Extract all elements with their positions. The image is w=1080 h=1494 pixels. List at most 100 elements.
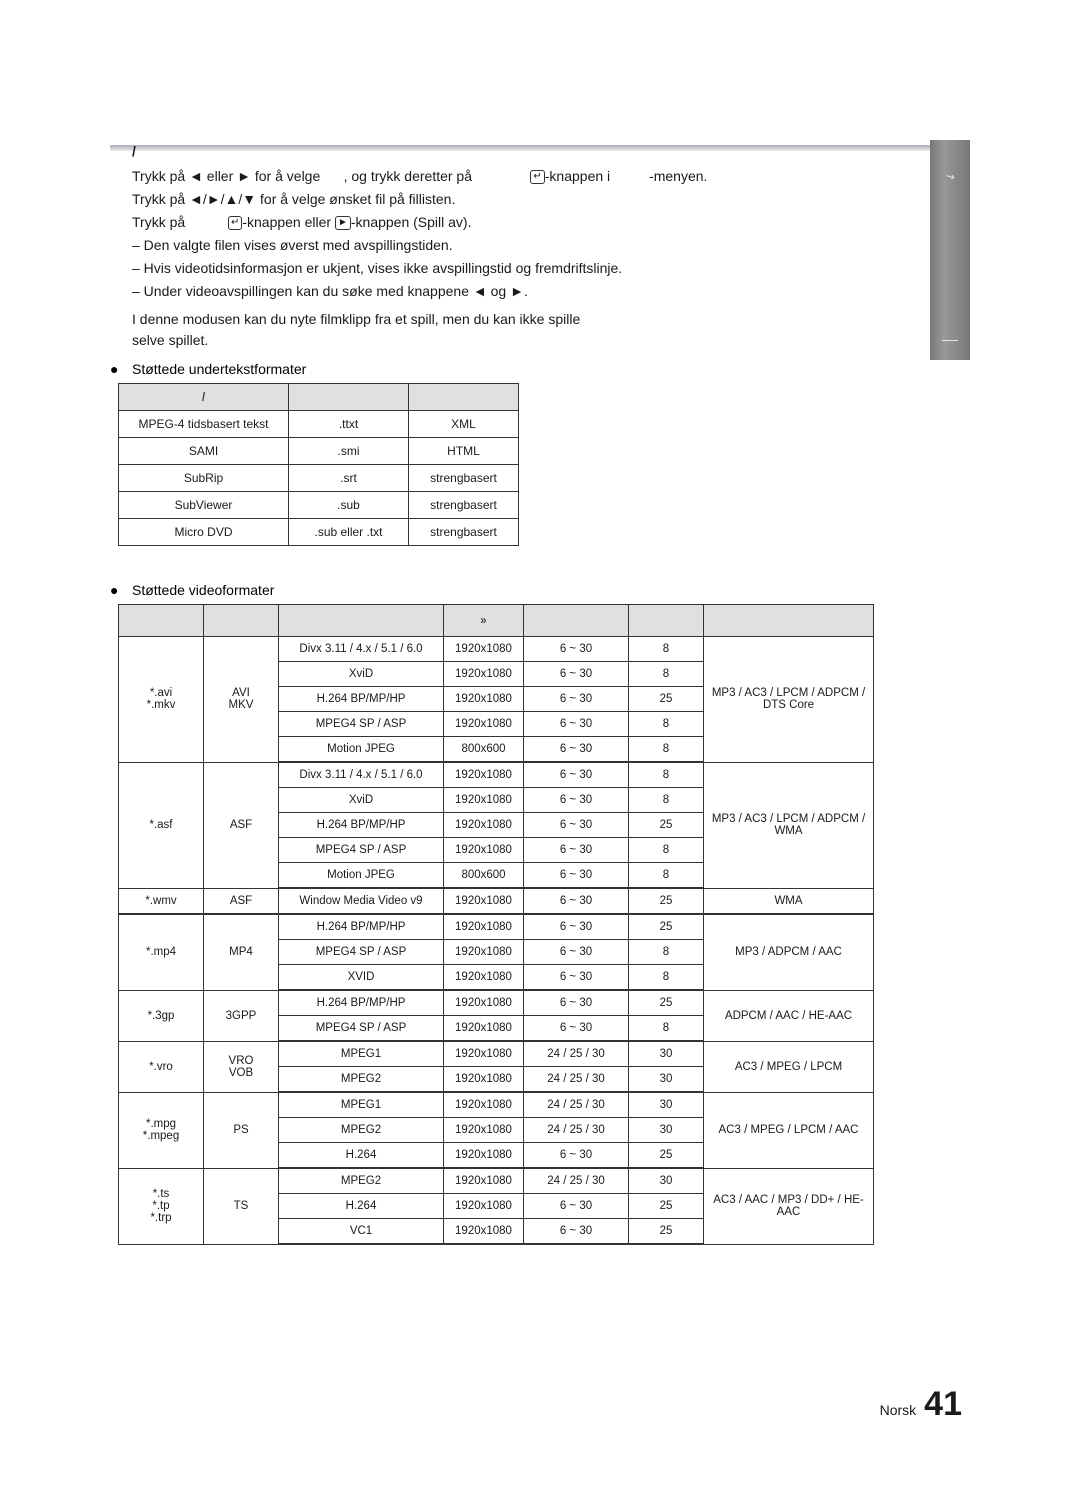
table-cell: 24 / 25 / 30 — [524, 1168, 629, 1194]
table-cell: XVID — [279, 965, 444, 991]
table-cell-container: ASF — [204, 762, 279, 888]
table-cell-audio: AC3 / MPEG / LPCM — [704, 1041, 874, 1092]
table-header-row: / — [119, 384, 519, 411]
video-formats-table: » *.avi*.mkvAVIMKVDivx 3.11 / 4.x / 5.1 … — [118, 604, 874, 1245]
table-cell: strengbasert — [409, 492, 519, 519]
table-cell: MPEG1 — [279, 1092, 444, 1118]
table-cell: H.264 BP/MP/HP — [279, 687, 444, 712]
table-cell: 800x600 — [444, 737, 524, 763]
table-cell: 1920x1080 — [444, 1016, 524, 1042]
table-cell: 1920x1080 — [444, 662, 524, 687]
table-cell: H.264 BP/MP/HP — [279, 813, 444, 838]
table-cell: 6 ~ 30 — [524, 965, 629, 991]
table-cell: 6 ~ 30 — [524, 1143, 629, 1169]
table-cell: 25 — [629, 1143, 704, 1169]
table-cell: 6 ~ 30 — [524, 762, 629, 788]
table-cell: 8 — [629, 637, 704, 662]
table-cell: 6 ~ 30 — [524, 838, 629, 863]
video-formats-bullet: ● Støttede videoformater — [110, 582, 970, 598]
table-cell: 6 ~ 30 — [524, 687, 629, 712]
table-cell: 1920x1080 — [444, 990, 524, 1016]
table-cell: 1920x1080 — [444, 1194, 524, 1219]
table-cell-container: AVIMKV — [204, 637, 279, 763]
table-cell: MPEG2 — [279, 1067, 444, 1093]
table-cell: 6 ~ 30 — [524, 1219, 629, 1245]
table-cell: Window Media Video v9 — [279, 888, 444, 914]
table-cell: 1920x1080 — [444, 637, 524, 662]
table-cell: 25 — [629, 1194, 704, 1219]
subt-h3 — [409, 384, 519, 411]
table-row: SAMI.smiHTML — [119, 438, 519, 465]
table-cell-audio: WMA — [704, 888, 874, 914]
table-cell-audio: AC3 / AAC / MP3 / DD+ / HE-AAC — [704, 1168, 874, 1244]
table-cell: 25 — [629, 1219, 704, 1245]
table-cell: MPEG4 SP / ASP — [279, 940, 444, 965]
table-cell: H.264 BP/MP/HP — [279, 990, 444, 1016]
table-cell-container: 3GPP — [204, 990, 279, 1041]
table-cell: Divx 3.11 / 4.x / 5.1 / 6.0 — [279, 762, 444, 788]
table-cell: 25 — [629, 813, 704, 838]
table-cell: 1920x1080 — [444, 965, 524, 991]
table-cell: SAMI — [119, 438, 289, 465]
table-cell-container: TS — [204, 1168, 279, 1244]
table-cell: 1920x1080 — [444, 1168, 524, 1194]
table-cell: 6 ~ 30 — [524, 737, 629, 763]
table-cell-ext: *.ts*.tp*.trp — [119, 1168, 204, 1244]
table-cell: 8 — [629, 863, 704, 889]
table-cell: 8 — [629, 788, 704, 813]
table-cell-audio: MP3 / ADPCM / AAC — [704, 914, 874, 990]
vid-h5 — [629, 605, 704, 637]
enter-icon: ↵ — [530, 170, 544, 184]
table-cell-container: VROVOB — [204, 1041, 279, 1092]
table-cell-audio: AC3 / MPEG / LPCM / AAC — [704, 1092, 874, 1168]
table-cell: 1920x1080 — [444, 838, 524, 863]
table-cell: 24 / 25 / 30 — [524, 1092, 629, 1118]
body-text: / Trykk på ◄ eller ► for å velge , og tr… — [132, 140, 852, 351]
table-cell: 1920x1080 — [444, 1092, 524, 1118]
dash-line-1: – Den valgte filen vises øverst med avsp… — [132, 234, 852, 257]
table-cell: strengbasert — [409, 519, 519, 546]
table-cell: 1920x1080 — [444, 1041, 524, 1067]
table-cell-ext: *.mpg*.mpeg — [119, 1092, 204, 1168]
table-cell: 8 — [629, 662, 704, 687]
table-cell: 30 — [629, 1041, 704, 1067]
table-cell: .sub — [289, 492, 409, 519]
table-row: *.asfASFDivx 3.11 / 4.x / 5.1 / 6.01920x… — [119, 762, 874, 788]
subt-h2 — [289, 384, 409, 411]
play-icon: ► — [335, 216, 351, 230]
table-cell: 25 — [629, 888, 704, 914]
table-cell: 1920x1080 — [444, 762, 524, 788]
bullet-icon: ● — [110, 582, 132, 598]
table-cell-ext: *.wmv — [119, 888, 204, 914]
table-cell: 8 — [629, 1016, 704, 1042]
table-cell-audio: MP3 / AC3 / LPCM / ADPCM / WMA — [704, 762, 874, 888]
table-cell: 1920x1080 — [444, 1118, 524, 1143]
table-cell-ext: *.3gp — [119, 990, 204, 1041]
table-cell: 24 / 25 / 30 — [524, 1118, 629, 1143]
vid-h3: » — [444, 605, 524, 637]
table-cell: 6 ~ 30 — [524, 888, 629, 914]
page-number: 41 — [924, 1385, 962, 1424]
table-cell: XviD — [279, 662, 444, 687]
table-row: *.3gp3GPPH.264 BP/MP/HP1920x10806 ~ 3025… — [119, 990, 874, 1016]
table-row: *.vroVROVOBMPEG11920x108024 / 25 / 3030A… — [119, 1041, 874, 1067]
table-cell-container: PS — [204, 1092, 279, 1168]
table-cell: 8 — [629, 838, 704, 863]
table-cell: 6 ~ 30 — [524, 1016, 629, 1042]
table-cell: 1920x1080 — [444, 687, 524, 712]
dash-line-2: – Hvis videotidsinformasjon er ukjent, v… — [132, 257, 852, 280]
note-line: I denne modusen kan du nyte filmklipp fr… — [132, 309, 612, 351]
table-cell: 1920x1080 — [444, 1143, 524, 1169]
instruction-line-3: Trykk på ↵-knappen eller ►-knappen (Spil… — [132, 211, 852, 234]
table-row: *.wmvASFWindow Media Video v91920x10806 … — [119, 888, 874, 914]
dash-line-3: – Under videoavspillingen kan du søke me… — [132, 280, 852, 303]
table-cell: 8 — [629, 762, 704, 788]
table-cell: 6 ~ 30 — [524, 914, 629, 940]
table-cell: 8 — [629, 965, 704, 991]
table-cell: H.264 — [279, 1194, 444, 1219]
table-cell: 25 — [629, 990, 704, 1016]
vid-h4 — [524, 605, 629, 637]
table-cell: SubRip — [119, 465, 289, 492]
subtitle-formats-table: / MPEG-4 tidsbasert tekst.ttxtXMLSAMI.sm… — [118, 383, 519, 546]
table-cell: XML — [409, 411, 519, 438]
